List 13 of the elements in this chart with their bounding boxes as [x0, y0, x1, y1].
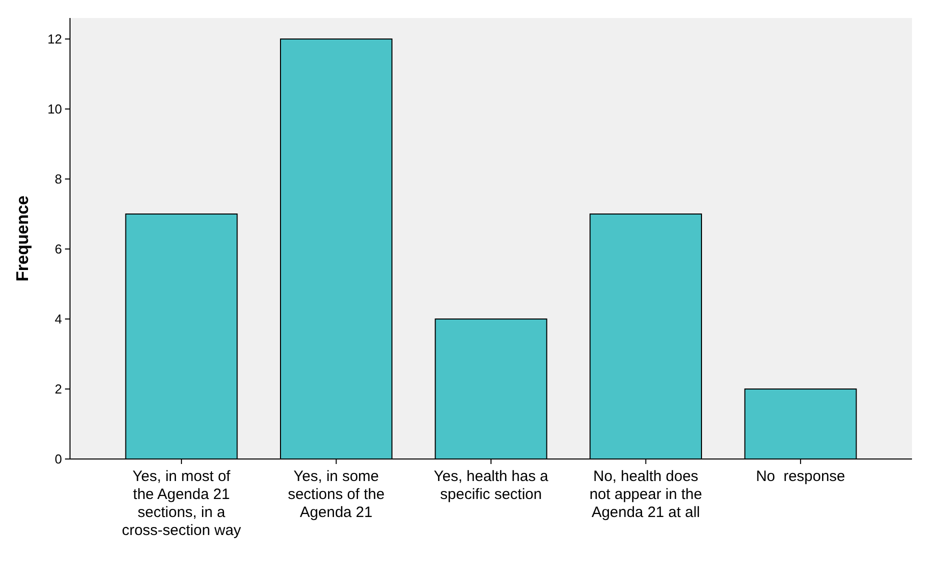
x-tick-label: Yes, in most of the Agenda 21 sections, in a cross-section way — [122, 468, 242, 539]
y-axis-title: Frequence — [13, 196, 32, 282]
x-tick-label: No, health does not appear in the Agenda 21 at all — [589, 468, 702, 521]
y-tick-label: 8 — [54, 172, 62, 187]
y-tick-label: 12 — [48, 32, 62, 47]
x-tick-label: Yes, health has a specific section — [434, 468, 549, 503]
y-tick-label: 6 — [54, 242, 62, 257]
y-tick-label: 2 — [54, 382, 62, 397]
y-tick-label: 0 — [54, 452, 62, 467]
x-tick-label: Yes, in some sections of the Agenda 21 — [288, 468, 385, 521]
x-tick-label: No response — [756, 468, 846, 485]
y-tick-label: 4 — [54, 312, 62, 327]
y-tick-label: 10 — [48, 102, 62, 117]
